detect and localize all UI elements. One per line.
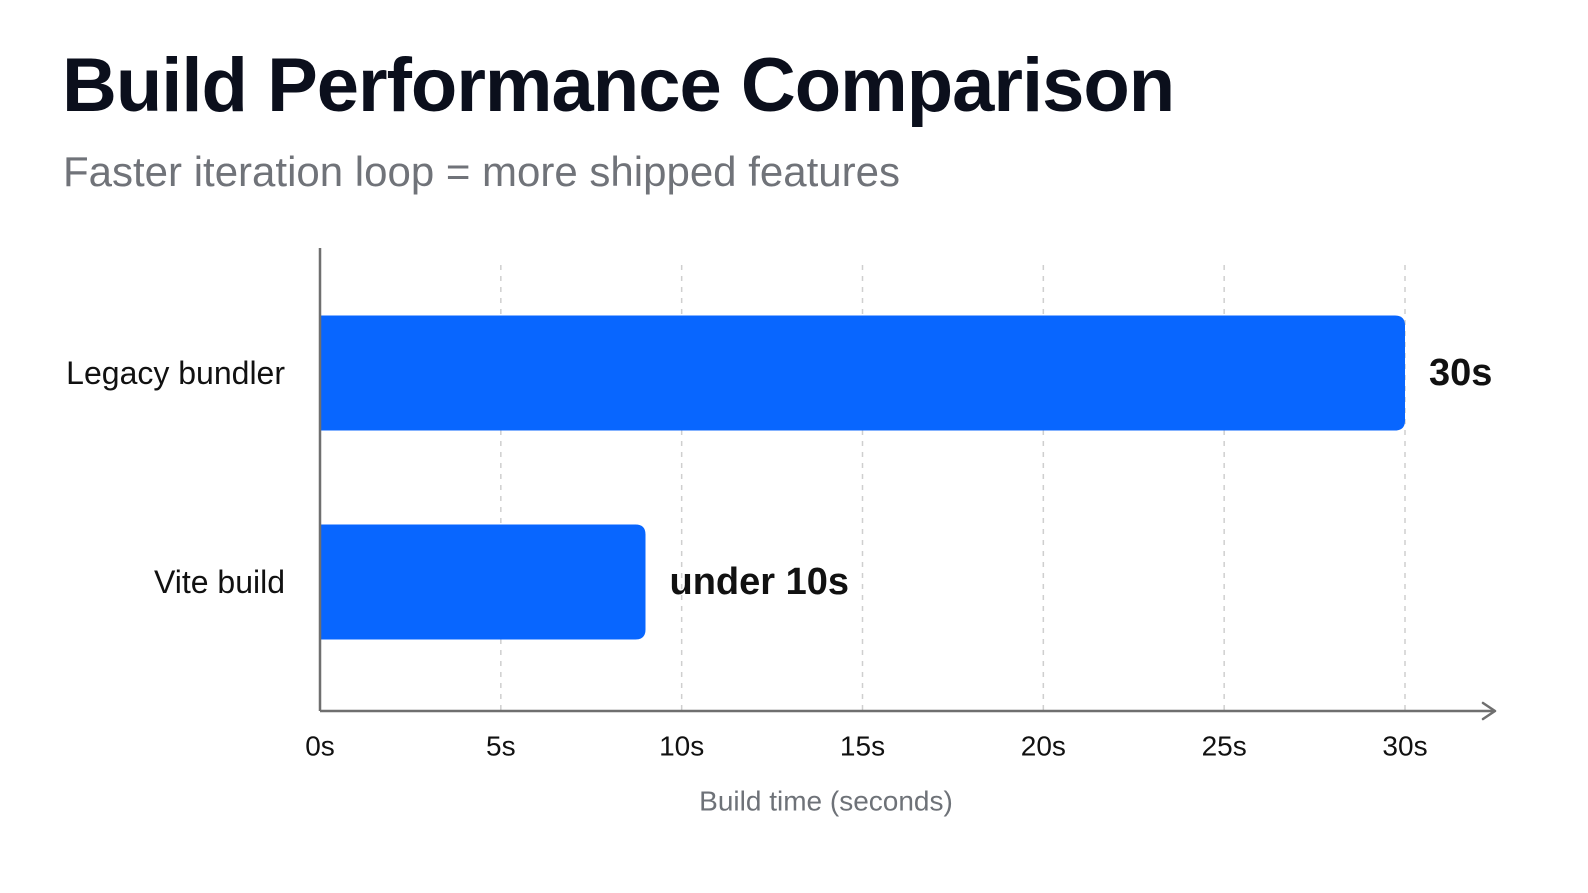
x-tick-label: 5s [486,731,516,762]
chart-title: Build Performance Comparison [62,43,1175,128]
chart-subtitle: Faster iteration loop = more shipped fea… [63,148,900,195]
x-tick-label: 30s [1382,731,1427,762]
x-axis-arrow-icon [1481,701,1497,721]
x-tick-label: 10s [659,731,704,762]
x-axis-title: Build time (seconds) [699,786,953,817]
category-label: Legacy bundler [66,355,285,391]
bar-legacy-bundler [320,315,1405,431]
bar-vite-build [320,524,646,640]
value-label: 30s [1429,352,1492,394]
x-tick-label: 0s [305,731,335,762]
x-tick-label: 15s [840,731,885,762]
x-tick-label: 20s [1021,731,1066,762]
category-label: Vite build [154,564,285,600]
x-tick-label: 25s [1202,731,1247,762]
labels: Legacy bundler 30s Vite build under 10s 0s 5s… [66,352,1492,817]
grid-lines [500,265,1406,711]
axes [318,248,1497,721]
bars [320,315,1405,640]
value-label: under 10s [670,561,850,603]
